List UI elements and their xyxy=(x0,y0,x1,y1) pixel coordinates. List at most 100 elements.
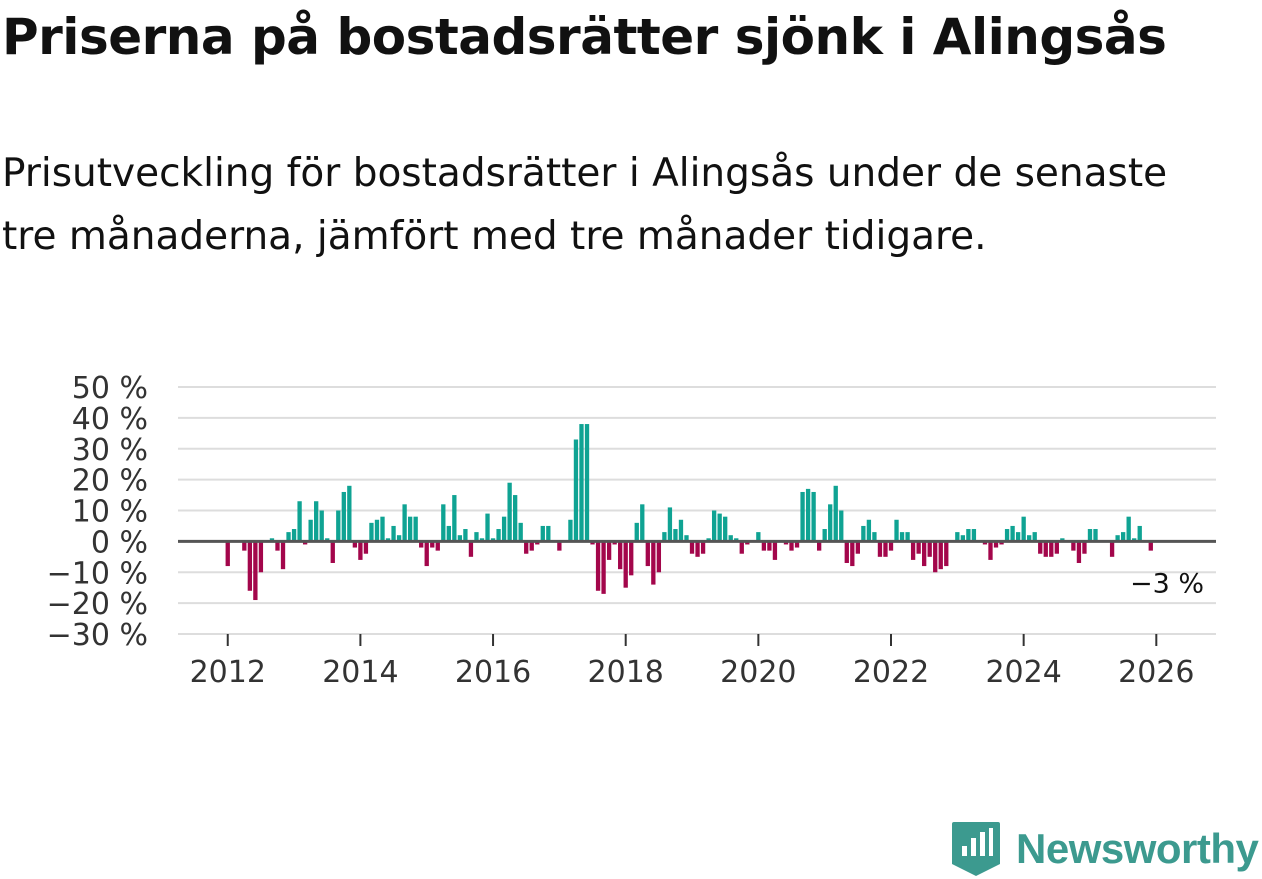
newsworthy-logo: Newsworthy xyxy=(950,820,1259,878)
bar xyxy=(352,541,358,548)
bar xyxy=(850,541,855,567)
bar xyxy=(424,541,429,567)
bar xyxy=(601,541,606,594)
bar xyxy=(982,541,988,545)
x-tick-label: 2020 xyxy=(720,655,796,690)
bar xyxy=(430,541,435,548)
bar xyxy=(855,541,860,554)
bar xyxy=(330,541,335,563)
x-tick-label: 2012 xyxy=(190,655,266,690)
newsworthy-logo-icon xyxy=(952,822,1000,876)
bar xyxy=(573,439,579,542)
bar xyxy=(1027,535,1032,542)
bar xyxy=(363,541,369,554)
bar xyxy=(1049,541,1054,557)
bar xyxy=(557,541,562,551)
bar xyxy=(711,510,717,542)
bar xyxy=(739,541,744,554)
bar xyxy=(1148,541,1153,551)
bar xyxy=(894,519,899,542)
bar xyxy=(905,532,910,542)
bar xyxy=(358,541,363,560)
bar xyxy=(1010,525,1015,542)
bar xyxy=(761,541,767,551)
bar xyxy=(828,504,833,542)
y-tick-label: 0 % xyxy=(91,525,148,560)
bar xyxy=(971,529,977,542)
bar xyxy=(380,516,385,542)
bar xyxy=(877,541,883,557)
bar xyxy=(474,532,479,542)
bar xyxy=(800,491,805,542)
bar xyxy=(1137,525,1142,542)
bar xyxy=(695,541,700,557)
bar xyxy=(314,501,319,542)
bar xyxy=(866,519,872,542)
bar xyxy=(529,541,534,551)
bar xyxy=(656,541,662,573)
y-tick-label: 50 % xyxy=(72,371,148,406)
bar xyxy=(419,541,424,548)
bar xyxy=(496,529,501,542)
bar xyxy=(723,516,728,542)
bar xyxy=(667,507,673,542)
bar xyxy=(1087,529,1093,542)
bar xyxy=(269,538,275,542)
bar xyxy=(407,516,413,542)
bar xyxy=(524,541,529,554)
last-value-label: −3 % xyxy=(1130,569,1204,600)
bar xyxy=(1043,541,1048,557)
bar xyxy=(888,541,894,551)
y-tick-label: −30 % xyxy=(47,618,148,653)
bar xyxy=(883,541,888,557)
y-tick-label: 10 % xyxy=(72,495,148,530)
bar xyxy=(1060,538,1065,542)
bar xyxy=(772,541,778,560)
x-tick-label: 2016 xyxy=(455,655,531,690)
bar xyxy=(584,424,590,542)
bar xyxy=(490,538,496,542)
bar xyxy=(612,541,617,545)
bar xyxy=(678,519,684,542)
bar xyxy=(1109,541,1115,557)
bar xyxy=(927,541,932,557)
bar xyxy=(673,529,678,542)
bar xyxy=(374,519,380,542)
bar xyxy=(546,525,551,542)
bar xyxy=(955,532,960,542)
bar xyxy=(623,541,628,588)
bar xyxy=(756,532,761,542)
bar xyxy=(811,491,816,542)
bar xyxy=(933,541,938,573)
bar xyxy=(618,541,623,570)
bar xyxy=(391,525,396,542)
brand-name: Newsworthy xyxy=(1016,825,1259,872)
bar xyxy=(1021,516,1026,542)
bar xyxy=(606,541,612,560)
y-tick-label: 40 % xyxy=(72,402,148,437)
bar xyxy=(1076,541,1082,563)
bar xyxy=(341,491,346,542)
bar xyxy=(325,538,330,542)
bar xyxy=(396,535,402,542)
y-tick-label: 20 % xyxy=(72,464,148,499)
bar xyxy=(944,541,949,567)
bar xyxy=(253,541,258,601)
bar xyxy=(225,541,230,567)
bar xyxy=(275,541,280,551)
bar xyxy=(916,541,921,554)
bar xyxy=(441,504,446,542)
bar xyxy=(684,535,689,542)
bar xyxy=(789,541,794,551)
bar xyxy=(640,504,645,542)
bar xyxy=(463,529,468,542)
x-tick-label: 2024 xyxy=(985,655,1061,690)
bar xyxy=(535,541,540,545)
bar xyxy=(242,541,247,551)
bar xyxy=(540,525,545,542)
bar xyxy=(662,532,667,542)
x-tick-label: 2026 xyxy=(1118,655,1194,690)
bar xyxy=(922,541,927,567)
bar xyxy=(280,541,286,570)
y-tick-label: −10 % xyxy=(47,556,148,591)
